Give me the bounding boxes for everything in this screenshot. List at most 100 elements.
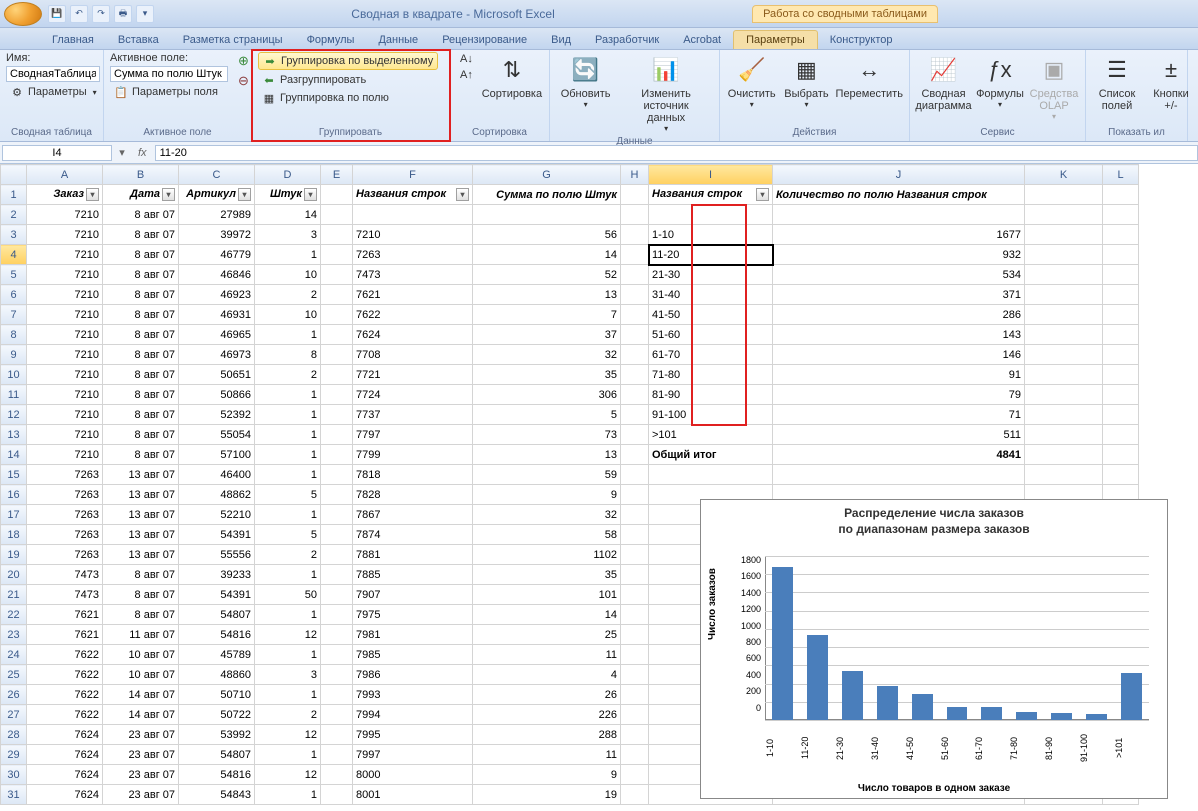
cell-A4[interactable]: 7210 (27, 245, 103, 265)
cell-H10[interactable] (621, 365, 649, 385)
cell-F26[interactable]: 7993 (353, 685, 473, 705)
formulas-button[interactable]: ƒxФормулы▾ (975, 52, 1025, 111)
cell-D26[interactable]: 1 (255, 685, 321, 705)
cell-E5[interactable] (321, 265, 353, 285)
cell-J10[interactable]: 91 (773, 365, 1025, 385)
tab-acrobat[interactable]: Acrobat (671, 31, 733, 49)
cell-L9[interactable] (1103, 345, 1139, 365)
cell-I13[interactable]: >101 (649, 425, 773, 445)
cell-I7[interactable]: 41-50 (649, 305, 773, 325)
cell-B25[interactable]: 10 авг 07 (103, 665, 179, 685)
cell-G19[interactable]: 1102 (473, 545, 621, 565)
cell-B9[interactable]: 8 авг 07 (103, 345, 179, 365)
cell-F13[interactable]: 7797 (353, 425, 473, 445)
name-box[interactable]: I4 (2, 145, 112, 161)
col-header-H[interactable]: H (621, 165, 649, 185)
row-header-3[interactable]: 3 (1, 225, 27, 245)
cell-A2[interactable]: 7210 (27, 205, 103, 225)
cell-L3[interactable] (1103, 225, 1139, 245)
row-header-17[interactable]: 17 (1, 505, 27, 525)
cell-G30[interactable]: 9 (473, 765, 621, 785)
cell-C17[interactable]: 52210 (179, 505, 255, 525)
row-header-18[interactable]: 18 (1, 525, 27, 545)
cell-A9[interactable]: 7210 (27, 345, 103, 365)
cell-L5[interactable] (1103, 265, 1139, 285)
formula-input[interactable]: 11-20 (155, 145, 1198, 161)
cell-G26[interactable]: 26 (473, 685, 621, 705)
bar-81-90[interactable] (1051, 713, 1072, 720)
bar-21-30[interactable] (842, 671, 863, 720)
col-header-C[interactable]: C (179, 165, 255, 185)
bar-31-40[interactable] (877, 686, 898, 720)
cell-C10[interactable]: 50651 (179, 365, 255, 385)
cell-D29[interactable]: 1 (255, 745, 321, 765)
cell-F6[interactable]: 7621 (353, 285, 473, 305)
cell-C13[interactable]: 55054 (179, 425, 255, 445)
cell-K14[interactable] (1025, 445, 1103, 465)
cell-E22[interactable] (321, 605, 353, 625)
cell-E2[interactable] (321, 205, 353, 225)
cell-H23[interactable] (621, 625, 649, 645)
cell-D12[interactable]: 1 (255, 405, 321, 425)
col-header-F[interactable]: F (353, 165, 473, 185)
print-icon[interactable]: 🖶 (114, 5, 132, 23)
cell-G13[interactable]: 73 (473, 425, 621, 445)
cell-L8[interactable] (1103, 325, 1139, 345)
cell-B15[interactable]: 13 авг 07 (103, 465, 179, 485)
cell-H8[interactable] (621, 325, 649, 345)
cell-J3[interactable]: 1677 (773, 225, 1025, 245)
cell-G5[interactable]: 52 (473, 265, 621, 285)
cell-B28[interactable]: 23 авг 07 (103, 725, 179, 745)
row-header-1[interactable]: 1 (1, 185, 27, 205)
cell-B20[interactable]: 8 авг 07 (103, 565, 179, 585)
cell-H28[interactable] (621, 725, 649, 745)
cell-G16[interactable]: 9 (473, 485, 621, 505)
cell-B23[interactable]: 11 авг 07 (103, 625, 179, 645)
cell-D23[interactable]: 12 (255, 625, 321, 645)
cell-C6[interactable]: 46923 (179, 285, 255, 305)
cell-F9[interactable]: 7708 (353, 345, 473, 365)
cell-L7[interactable] (1103, 305, 1139, 325)
cell-H4[interactable] (621, 245, 649, 265)
row-header-29[interactable]: 29 (1, 745, 27, 765)
cell-K6[interactable] (1025, 285, 1103, 305)
field-list-button[interactable]: ☰Список полей (1092, 52, 1142, 114)
ungroup-button[interactable]: ⬅Разгруппировать (258, 72, 438, 88)
cell-A8[interactable]: 7210 (27, 325, 103, 345)
cell-L4[interactable] (1103, 245, 1139, 265)
cell-B27[interactable]: 14 авг 07 (103, 705, 179, 725)
header-cell-F[interactable]: Названия строк▾ (353, 185, 473, 205)
cell-G11[interactable]: 306 (473, 385, 621, 405)
row-header-14[interactable]: 14 (1, 445, 27, 465)
cell-B14[interactable]: 8 авг 07 (103, 445, 179, 465)
cell-E31[interactable] (321, 785, 353, 805)
cell-E11[interactable] (321, 385, 353, 405)
bar-61-70[interactable] (981, 707, 1002, 720)
cell-B3[interactable]: 8 авг 07 (103, 225, 179, 245)
save-icon[interactable]: 💾 (48, 5, 66, 23)
cell-E15[interactable] (321, 465, 353, 485)
cell-E23[interactable] (321, 625, 353, 645)
cell-L10[interactable] (1103, 365, 1139, 385)
cell-B17[interactable]: 13 авг 07 (103, 505, 179, 525)
row-header-8[interactable]: 8 (1, 325, 27, 345)
cell-B21[interactable]: 8 авг 07 (103, 585, 179, 605)
select-button[interactable]: ▦Выбрать▾ (781, 52, 831, 111)
cell-E10[interactable] (321, 365, 353, 385)
cell-A10[interactable]: 7210 (27, 365, 103, 385)
bar-71-80[interactable] (1016, 712, 1037, 720)
row-header-11[interactable]: 11 (1, 385, 27, 405)
cell-L2[interactable] (1103, 205, 1139, 225)
sort-desc-icon[interactable]: A↑ (456, 68, 477, 82)
cell-E24[interactable] (321, 645, 353, 665)
cell-A12[interactable]: 7210 (27, 405, 103, 425)
cell-H13[interactable] (621, 425, 649, 445)
row-header-31[interactable]: 31 (1, 785, 27, 805)
cell-F23[interactable]: 7981 (353, 625, 473, 645)
cell-D7[interactable]: 10 (255, 305, 321, 325)
cell-F8[interactable]: 7624 (353, 325, 473, 345)
cell-B24[interactable]: 10 авг 07 (103, 645, 179, 665)
cell-D15[interactable]: 1 (255, 465, 321, 485)
cell-J4[interactable]: 932 (773, 245, 1025, 265)
cell-D16[interactable]: 5 (255, 485, 321, 505)
